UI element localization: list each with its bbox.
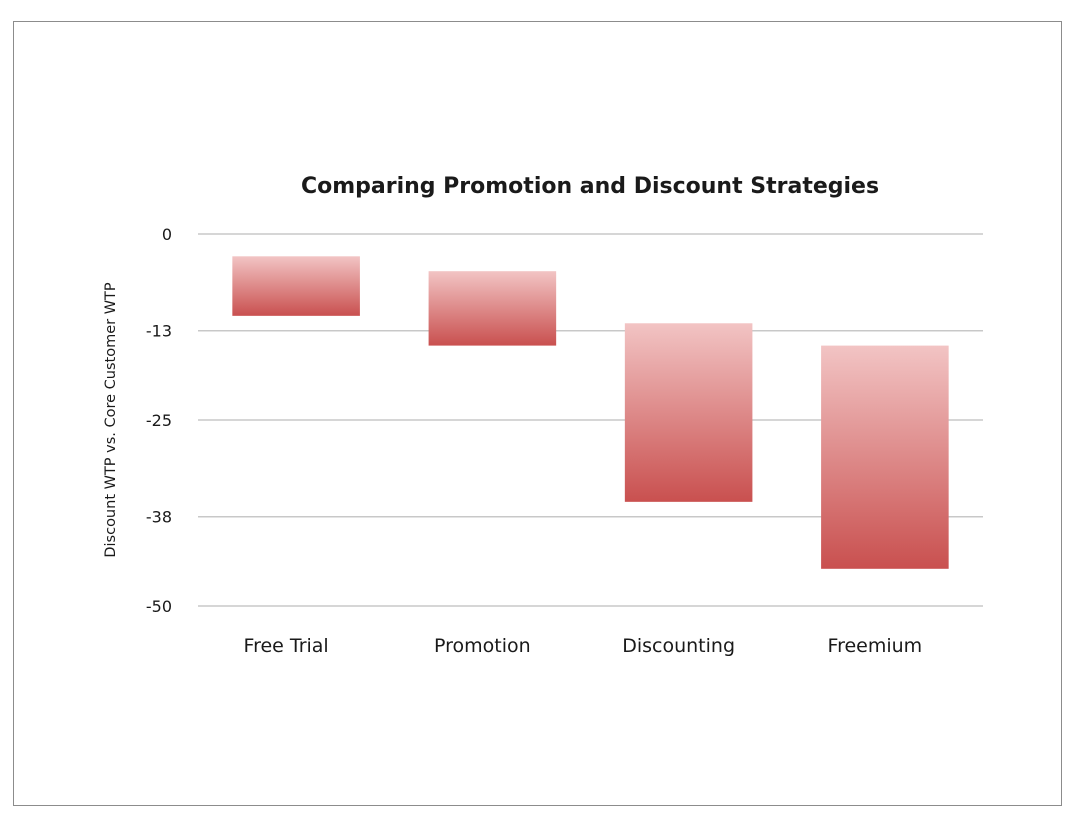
x-axis-categories: Free Trial Promotion Discounting Freemium xyxy=(244,635,923,657)
y-tick-label: 0 xyxy=(162,225,172,244)
y-tick-label: -25 xyxy=(146,411,172,430)
y-tick-label: -38 xyxy=(146,508,172,527)
bar-discounting xyxy=(624,323,753,502)
chart-title: Comparing Promotion and Discount Strateg… xyxy=(301,174,879,199)
gridlines xyxy=(198,233,983,607)
bar-promotion xyxy=(428,271,557,346)
bar-freemium xyxy=(821,345,949,569)
x-category-label: Discounting xyxy=(622,635,735,657)
bar-free-trial xyxy=(232,256,360,316)
x-category-label: Freemium xyxy=(828,635,923,657)
y-axis-title: Discount WTP vs. Core Customer WTP xyxy=(103,282,119,558)
x-category-label: Promotion xyxy=(434,635,531,657)
y-axis-ticks: 0 -13 -25 -38 -50 xyxy=(146,225,172,616)
y-tick-label: -50 xyxy=(146,597,172,616)
x-category-label: Free Trial xyxy=(244,635,329,657)
bars xyxy=(232,256,949,569)
y-tick-label: -13 xyxy=(146,322,172,341)
